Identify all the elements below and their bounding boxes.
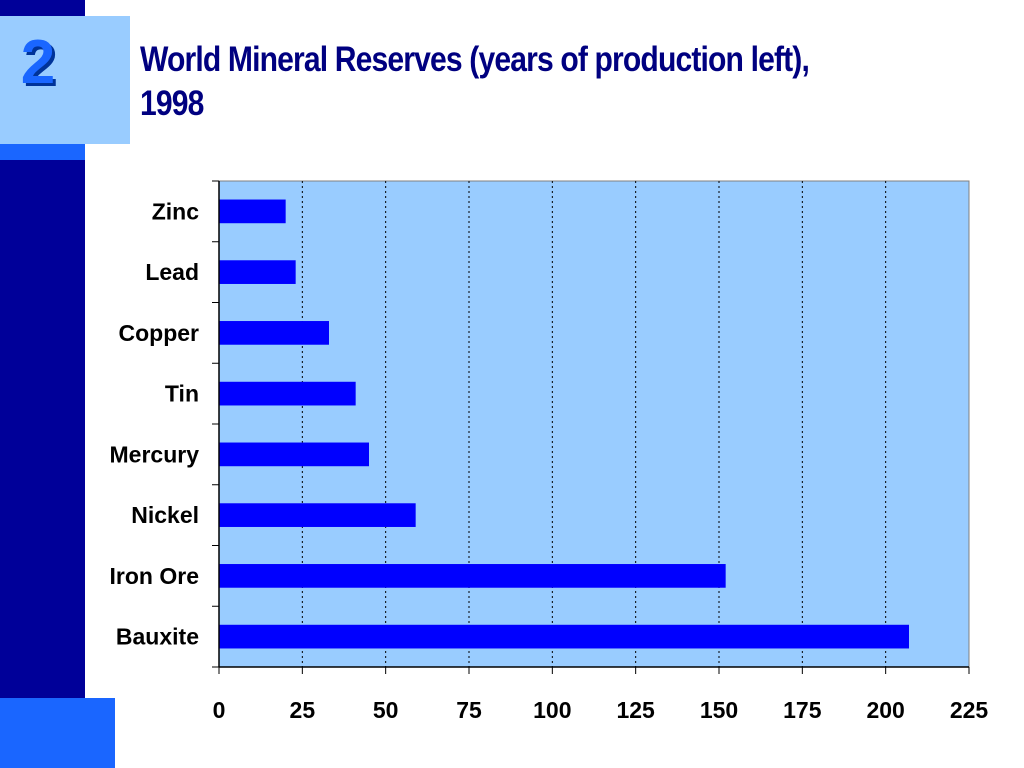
- x-tick-label: 75: [456, 697, 482, 723]
- x-tick-label: 0: [213, 697, 226, 723]
- category-label: Bauxite: [116, 624, 199, 650]
- x-tick-label: 225: [950, 697, 989, 723]
- category-label: Mercury: [110, 441, 200, 467]
- category-label: Tin: [165, 381, 199, 407]
- category-label: Copper: [119, 320, 200, 346]
- bar-nickel: [219, 503, 416, 527]
- x-tick-label: 100: [533, 697, 571, 723]
- category-label: Lead: [145, 259, 199, 285]
- bar-copper: [219, 321, 329, 345]
- category-label: Zinc: [152, 198, 199, 224]
- slide-number-stripe: [0, 144, 85, 160]
- category-label: Nickel: [131, 502, 199, 528]
- bar-iron-ore: [219, 564, 726, 588]
- x-tick-label: 25: [290, 697, 316, 723]
- x-tick-label: 125: [616, 697, 655, 723]
- slide-title: World Mineral Reserves (years of product…: [140, 40, 810, 123]
- x-tick-label: 150: [700, 697, 738, 723]
- x-tick-label: 50: [373, 697, 399, 723]
- bar-lead: [219, 260, 296, 284]
- bar-mercury: [219, 442, 369, 467]
- category-label: Iron Ore: [110, 563, 199, 589]
- slide-number: 2: [20, 28, 56, 97]
- bar-tin: [219, 381, 356, 406]
- bar-zinc: [219, 199, 286, 224]
- x-tick-label: 175: [783, 697, 822, 723]
- bottom-accent-block: [0, 698, 115, 768]
- plot-area: [218, 180, 970, 668]
- x-tick-label: 200: [866, 697, 904, 723]
- slide-number-box: [0, 16, 130, 144]
- bar-bauxite: [219, 624, 909, 649]
